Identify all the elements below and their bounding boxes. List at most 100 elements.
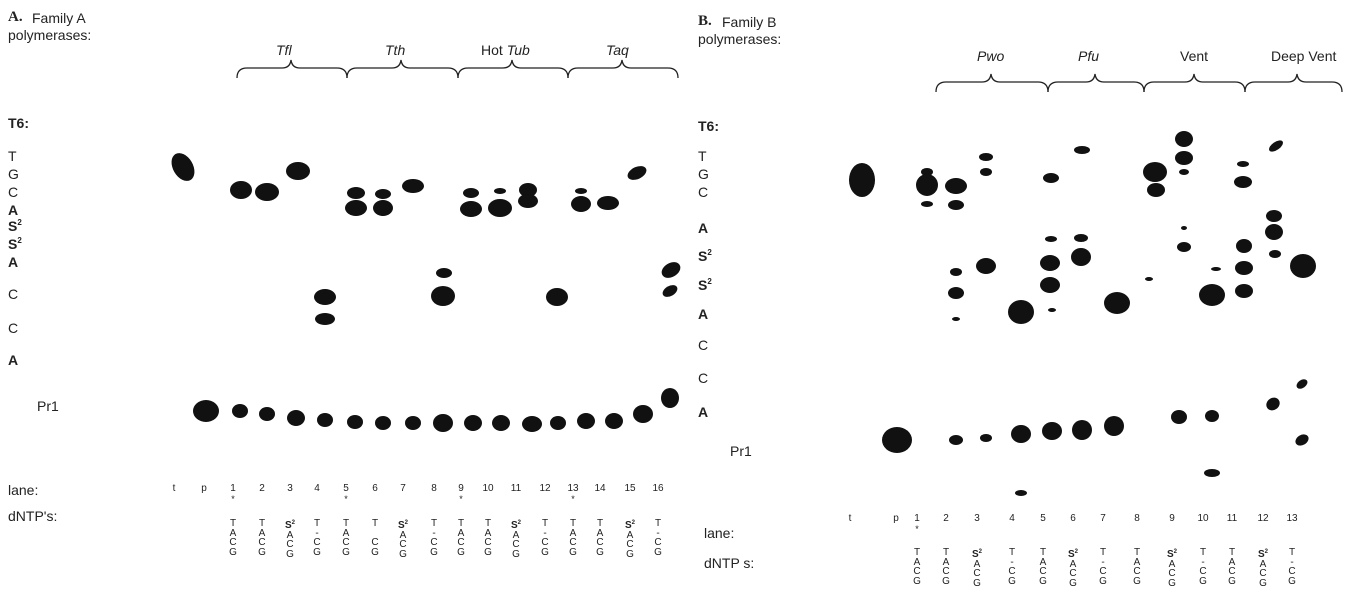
dntp-column: S2 A C G bbox=[284, 520, 295, 560]
gel-band bbox=[230, 181, 252, 199]
gel-band bbox=[1177, 242, 1191, 252]
gel-band bbox=[546, 288, 568, 306]
gel-band bbox=[921, 168, 933, 176]
lane-number: 1 bbox=[230, 483, 236, 494]
lane-number: 8 bbox=[1134, 513, 1140, 524]
dntp-column: S2 A C G bbox=[1166, 549, 1177, 589]
lane-number: 11 bbox=[510, 483, 522, 494]
template-base: C bbox=[8, 320, 19, 336]
template-base: C bbox=[8, 286, 19, 302]
gel-band bbox=[519, 183, 537, 197]
gel-band bbox=[1266, 210, 1282, 222]
gel-band bbox=[1235, 284, 1253, 298]
gel-band bbox=[950, 268, 962, 276]
gel-band bbox=[373, 200, 393, 216]
gel-band bbox=[1145, 277, 1153, 281]
gel-band bbox=[315, 313, 335, 325]
gel-band bbox=[1211, 267, 1221, 271]
gel-band bbox=[952, 317, 960, 321]
panel-a-letter: A. bbox=[8, 9, 23, 25]
gel-band bbox=[522, 416, 542, 432]
gel-band bbox=[488, 199, 512, 217]
template-base: G bbox=[698, 166, 709, 182]
gel-band bbox=[1269, 250, 1281, 258]
lane-p: p bbox=[893, 513, 899, 524]
panel-b-family-b: B. Family B polymerases: bbox=[690, 0, 1357, 607]
lane-number: 11 bbox=[1226, 513, 1238, 524]
gel-band bbox=[976, 258, 996, 274]
dntp-label: dNTP s: bbox=[704, 555, 755, 571]
gel-band bbox=[980, 434, 992, 442]
lane-number: 16 bbox=[652, 483, 664, 494]
template-label: T6: bbox=[8, 115, 29, 131]
bracket-pfu bbox=[1047, 73, 1145, 93]
gel-band bbox=[945, 178, 967, 194]
template-base: C bbox=[8, 184, 19, 200]
template-base: A bbox=[8, 254, 19, 270]
template-base: S2 bbox=[698, 277, 712, 293]
gel-band bbox=[255, 183, 279, 201]
lane-number: 6 bbox=[1070, 513, 1076, 524]
gel-band bbox=[1181, 226, 1187, 230]
lane-number: 5 bbox=[343, 483, 349, 494]
template-base: C bbox=[698, 184, 709, 200]
gel-band bbox=[1235, 261, 1253, 275]
dntp-column: S2 A C G bbox=[1067, 549, 1078, 589]
lane-label: lane: bbox=[704, 525, 735, 541]
lane-number: 10 bbox=[482, 483, 494, 494]
gel-band bbox=[232, 404, 248, 418]
panel-a-title-line1: Family A bbox=[32, 10, 86, 26]
gel-band bbox=[464, 415, 482, 431]
template-base: S2 bbox=[8, 218, 22, 234]
lane-number: 13 bbox=[567, 483, 579, 494]
gel-band bbox=[345, 200, 367, 216]
template-base: A bbox=[698, 404, 709, 420]
lane-number: 12 bbox=[539, 483, 551, 494]
dntp-column: S2 A C G bbox=[397, 520, 408, 560]
template-base: A bbox=[8, 352, 19, 368]
gel-band bbox=[1199, 284, 1225, 306]
gel-band bbox=[627, 166, 647, 180]
gel-band bbox=[577, 413, 595, 429]
gel-band bbox=[405, 416, 421, 430]
lane-number: 4 bbox=[1009, 513, 1015, 524]
gel-band bbox=[882, 427, 912, 453]
gel-band bbox=[1043, 173, 1059, 183]
gel-band bbox=[317, 413, 333, 427]
gel-band bbox=[949, 435, 963, 445]
template-base: T bbox=[8, 148, 17, 164]
gel-band bbox=[979, 153, 993, 161]
lane-star: * bbox=[459, 494, 463, 504]
gel-band bbox=[402, 179, 424, 193]
gel-band bbox=[1104, 292, 1130, 314]
gel-band bbox=[921, 201, 933, 207]
gel-band bbox=[605, 413, 623, 429]
lane-number: 1 bbox=[914, 513, 920, 524]
gel-band bbox=[1147, 183, 1165, 197]
gel-band bbox=[1296, 379, 1308, 389]
lane-number: 10 bbox=[1197, 513, 1209, 524]
gel-band bbox=[1234, 176, 1252, 188]
primer-label: Pr1 bbox=[37, 398, 59, 414]
gel-band bbox=[193, 400, 219, 422]
gel-band bbox=[431, 286, 455, 306]
gel-band bbox=[1040, 255, 1060, 271]
dntp-column: S2 A C G bbox=[1257, 549, 1268, 589]
gel-band bbox=[463, 188, 479, 198]
lane-number: 3 bbox=[974, 513, 980, 524]
dntp-column: S2 A C G bbox=[971, 549, 982, 589]
gel-band bbox=[661, 388, 679, 408]
gel-band bbox=[375, 189, 391, 199]
